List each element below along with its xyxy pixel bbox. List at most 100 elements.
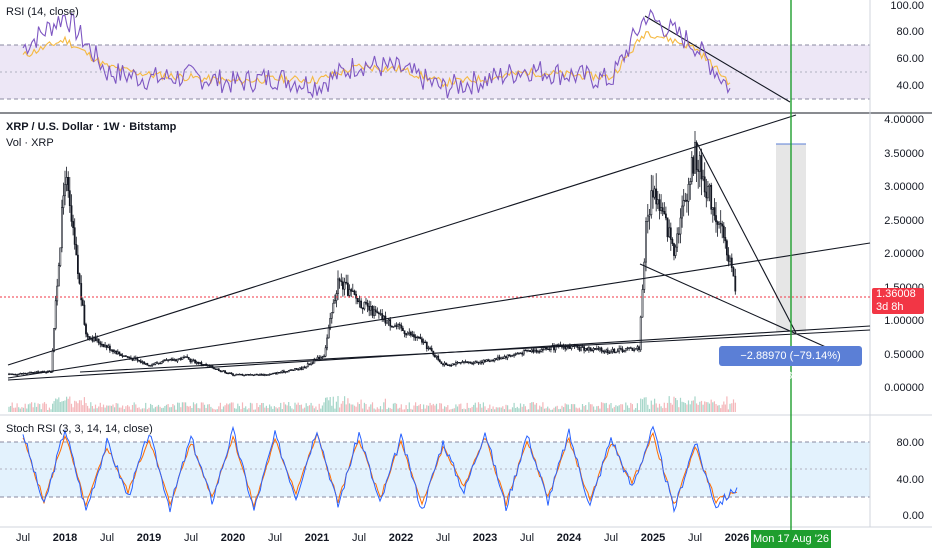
volume-bar <box>210 406 212 412</box>
volume-bar <box>395 403 398 412</box>
candle-body <box>490 359 493 362</box>
volume-bar <box>203 404 206 412</box>
price-tag-countdown: 3d 8h <box>876 301 904 313</box>
candle-body <box>584 348 587 351</box>
volume-bar <box>612 408 614 412</box>
candle-body <box>619 348 622 350</box>
trendlines[interactable] <box>7 15 871 381</box>
volume-bar <box>732 399 735 412</box>
volume-bar <box>125 406 127 412</box>
candle-body <box>482 359 485 364</box>
candle-body <box>192 359 195 362</box>
candle-body <box>732 267 735 277</box>
volume-bar <box>481 407 483 412</box>
volume-bar <box>177 402 179 412</box>
candle-body <box>381 313 384 320</box>
candle-body <box>276 371 279 375</box>
volume-bar <box>94 404 97 412</box>
volume-bar <box>577 408 579 412</box>
x-tick-label: Jul <box>183 532 199 544</box>
stoch-k-line <box>22 425 738 514</box>
volume-bar <box>161 408 163 412</box>
volume-bar <box>64 400 66 412</box>
candle-body <box>682 200 685 207</box>
volume-bar <box>110 405 113 412</box>
volume-bar <box>42 403 44 412</box>
volume-bar <box>249 402 252 412</box>
volume-bar <box>156 406 158 412</box>
base-trendline[interactable] <box>79 329 871 373</box>
candle-body <box>351 290 354 292</box>
measure-label[interactable]: −2.88970 (−79.14%) −288,970 <box>719 346 862 382</box>
volume-bar <box>56 399 58 412</box>
volume-bar <box>623 409 625 412</box>
candle-body <box>530 349 533 352</box>
volume-bar <box>605 402 607 412</box>
candle-body <box>592 348 595 351</box>
volume-bar <box>18 407 20 412</box>
volume-bar <box>367 409 369 412</box>
rsi-ma-line <box>22 31 731 88</box>
volume-bar <box>199 408 201 412</box>
volume-bar <box>643 397 645 412</box>
volume-bar <box>13 407 15 412</box>
candle-body <box>279 371 282 374</box>
upper-trendline[interactable] <box>7 114 797 366</box>
volume-bar <box>469 408 472 412</box>
volume-bar <box>389 408 391 412</box>
volume-bar <box>50 409 52 412</box>
candle-body <box>50 371 52 373</box>
volume-bar <box>211 408 214 412</box>
mid-trendline[interactable] <box>7 242 871 379</box>
volume-bar <box>337 396 339 412</box>
volume-bar <box>74 400 76 412</box>
volume-bar <box>320 408 322 412</box>
candle-body <box>568 346 571 349</box>
volume-bar <box>392 403 394 412</box>
wedge-bottom-line[interactable] <box>639 263 829 349</box>
volume-bar <box>350 404 352 412</box>
candle-body <box>125 355 127 357</box>
candle-body <box>643 261 646 290</box>
candle-body <box>656 199 659 205</box>
candle-body <box>427 347 430 350</box>
volume-bar <box>248 408 250 412</box>
volume-bar <box>55 398 57 412</box>
candle-body <box>14 374 17 376</box>
candle-body <box>67 177 70 192</box>
candle-body <box>453 363 456 366</box>
candle-body <box>8 373 10 376</box>
wedge-top-line[interactable] <box>696 142 797 334</box>
candle-body <box>151 363 154 366</box>
volume-bar <box>218 406 220 412</box>
candle-body <box>442 363 444 366</box>
volume-bar <box>388 407 390 412</box>
candle-body <box>172 358 174 361</box>
volume-bar <box>448 409 451 412</box>
volume-bar <box>638 410 640 412</box>
volume-bar <box>318 403 320 412</box>
volume-bar <box>708 403 711 412</box>
candle-body <box>519 352 522 355</box>
volume-bar <box>486 409 488 412</box>
rsi-trendline[interactable] <box>644 15 791 103</box>
volume-bar <box>245 406 247 412</box>
candle-body <box>527 350 530 352</box>
candle-body <box>222 370 225 372</box>
candle-body <box>469 361 472 364</box>
candle-body <box>546 348 549 350</box>
volume-bar <box>666 402 669 412</box>
candle-body <box>471 362 474 365</box>
volume-bar <box>600 402 603 412</box>
volume-bar <box>69 396 71 412</box>
volume-bar <box>555 406 557 412</box>
volume-bar <box>296 404 298 412</box>
volume-bar <box>526 409 528 412</box>
volume-bar <box>378 408 380 412</box>
volume-bar <box>510 409 512 412</box>
candle-body <box>302 366 304 370</box>
volume-bar <box>148 407 150 412</box>
candle-body <box>397 324 400 327</box>
x-tick-label: Jul <box>351 532 367 544</box>
